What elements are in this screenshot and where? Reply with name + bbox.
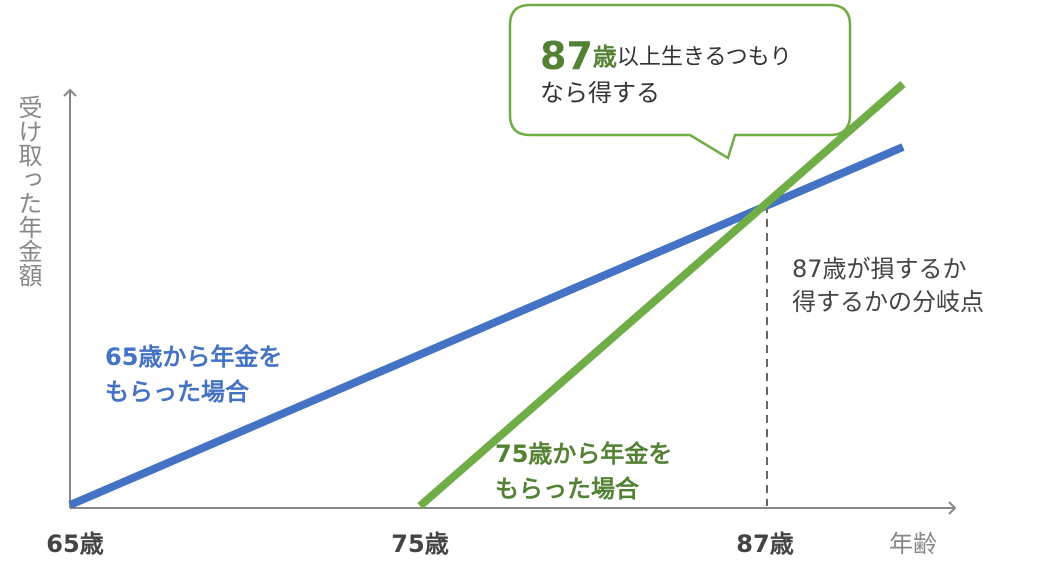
callout-number: 87: [540, 34, 593, 78]
callout-bubble: [508, 3, 852, 160]
x-axis-label: 年齢: [889, 530, 937, 558]
y-axis-label: 受け取った年金額: [14, 95, 42, 287]
line-label: 75歳から年金を: [495, 440, 672, 468]
callout-line2: なら得する: [540, 79, 660, 107]
x-tick-label: 75歳: [391, 530, 448, 558]
breakeven-note: 得するかの分岐点: [792, 288, 984, 316]
line-label: もらった場合: [105, 378, 250, 406]
breakeven-note: 87歳が損するか: [792, 255, 967, 283]
callout-rest: 以上生きるつもり: [617, 45, 792, 70]
callout-unit: 歳: [593, 43, 617, 71]
line-label: 65歳から年金を: [105, 343, 282, 371]
line-label: もらった場合: [495, 475, 640, 503]
x-tick-label: 65歳: [46, 530, 103, 558]
x-tick-label: 87歳: [736, 530, 793, 558]
line-75: [417, 80, 906, 510]
callout-line1: 87歳以上生きるつもり: [540, 34, 792, 78]
